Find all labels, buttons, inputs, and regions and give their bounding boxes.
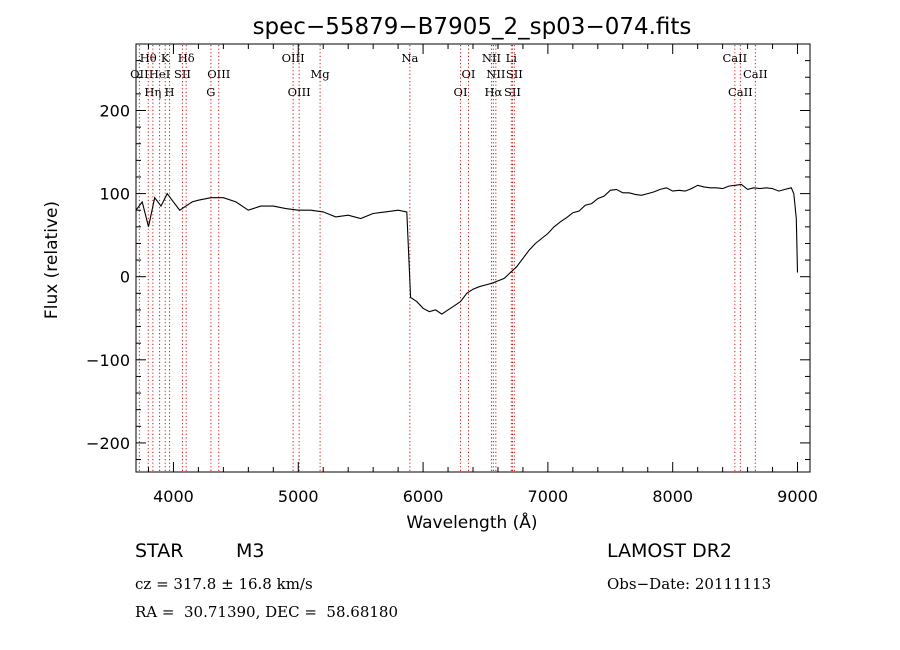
spectral-line-label: SII bbox=[504, 85, 521, 99]
x-tick-label: 7000 bbox=[528, 487, 569, 506]
spectral-line-label: NII bbox=[482, 51, 501, 65]
spectral-line-markers bbox=[138, 45, 756, 471]
redshift-velocity: cz = 317.8 ± 16.8 km/s bbox=[135, 575, 313, 593]
object-class: STAR bbox=[135, 540, 184, 562]
y-tick-label: 100 bbox=[99, 185, 130, 204]
y-tick-label: −100 bbox=[86, 351, 130, 370]
spectral-line-label: Hδ bbox=[178, 51, 195, 65]
spectral-line-label: OI bbox=[462, 67, 476, 81]
spectral-line-label: H bbox=[165, 85, 175, 99]
survey-name: LAMOST DR2 bbox=[607, 540, 732, 562]
spectral-line-label: CaII bbox=[743, 67, 768, 81]
spectral-line-label: OIII bbox=[207, 67, 230, 81]
spectral-line-labels: OIIHθHηHeIKHSIIHδGOIIIOIIIOIIIMgNaOIOINI… bbox=[130, 51, 768, 99]
spectral-line-label: Hα bbox=[484, 85, 502, 99]
spectral-line-label: OI bbox=[454, 85, 468, 99]
x-tick-label: 8000 bbox=[652, 487, 693, 506]
spectral-line-label: OIII bbox=[282, 51, 305, 65]
spectral-line-label: CaII bbox=[728, 85, 753, 99]
y-axis-label: Flux (relative) bbox=[42, 201, 62, 319]
spectral-line-label: OIII bbox=[288, 85, 311, 99]
x-tick-label: 9000 bbox=[777, 487, 818, 506]
y-tick-label: 200 bbox=[99, 101, 130, 120]
spectral-line-label: CaII bbox=[722, 51, 747, 65]
object-subclass: M3 bbox=[236, 540, 265, 562]
x-axis-label: Wavelength (Å) bbox=[406, 511, 537, 533]
spectral-line-label: Li bbox=[506, 51, 518, 65]
x-tick-label: 6000 bbox=[403, 487, 444, 506]
observation-date: Obs−Date: 20111113 bbox=[607, 575, 772, 593]
spectral-line-label: OII bbox=[130, 67, 149, 81]
x-tick-label: 4000 bbox=[153, 487, 194, 506]
plot-frame bbox=[135, 43, 811, 473]
sky-coordinates: RA = 30.71390, DEC = 58.68180 bbox=[135, 603, 399, 621]
spectral-line-label: HeI bbox=[149, 67, 170, 81]
spectral-line-label: K bbox=[161, 51, 170, 65]
chart-title: spec−55879−B7905_2_sp03−074.fits bbox=[253, 14, 692, 40]
y-tick-label: 0 bbox=[120, 268, 130, 287]
spectrum-line bbox=[135, 183, 799, 315]
y-tick-label: −200 bbox=[86, 434, 130, 453]
spectral-line-label: Hη bbox=[144, 85, 161, 99]
spectral-line-label: Na bbox=[401, 51, 418, 65]
spectral-line-label: G bbox=[206, 85, 215, 99]
spectral-line-label: Mg bbox=[311, 67, 331, 81]
spectral-line-label: SII bbox=[506, 67, 523, 81]
spectral-line-label: NII bbox=[486, 67, 505, 81]
spectral-line-label: Hθ bbox=[140, 51, 157, 65]
x-tick-label: 5000 bbox=[278, 487, 319, 506]
axis-ticks: 4000 5000 6000 7000 8000 9000 −200 −100 0 100 200 bbox=[86, 44, 818, 506]
spectral-line-label: SII bbox=[174, 67, 191, 81]
